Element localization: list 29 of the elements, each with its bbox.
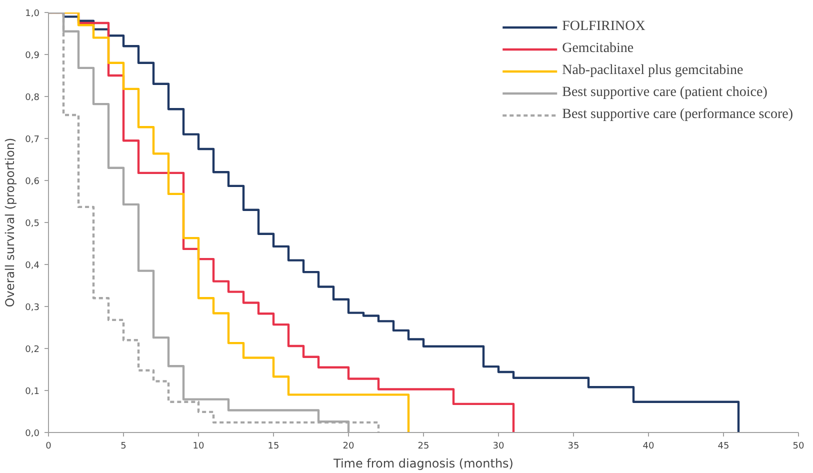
legend-label: FOLFIRINOX	[562, 18, 646, 36]
x-tick-label: 10	[192, 442, 204, 452]
y-tick-label: 0,2	[25, 345, 40, 355]
y-tick-label: 0,9	[25, 51, 40, 61]
x-tick-label: 50	[792, 442, 804, 452]
y-tick-label: 0,3	[25, 303, 40, 313]
legend-label: Best supportive care (performance score)	[562, 106, 793, 124]
legend-label: Nab-paclitaxel plus gemcitabine	[562, 62, 744, 80]
legend-label: Gemcitabine	[562, 40, 634, 58]
x-axis-title: Time from diagnosis (months)	[332, 456, 514, 470]
x-tick-label: 5	[120, 442, 126, 452]
y-tick-label: 0,8	[25, 93, 40, 103]
y-tick-label: 0,6	[25, 177, 40, 187]
x-tick-label: 0	[46, 442, 52, 452]
x-tick-label: 15	[268, 442, 280, 452]
y-tick-label: 1,0	[25, 9, 40, 19]
y-tick-label: 0,1	[25, 387, 40, 397]
x-tick-label: 40	[642, 442, 654, 452]
y-tick-label: 0,5	[25, 219, 40, 229]
legend-label: Best supportive care (patient choice)	[562, 84, 768, 102]
y-tick-label: 0,0	[25, 429, 40, 439]
x-tick-label: 25	[418, 442, 430, 452]
y-axis-title: Overall survival (proportion)	[3, 138, 18, 308]
y-tick-label: 0,4	[25, 261, 40, 271]
x-tick-label: 35	[568, 442, 580, 452]
x-tick-label: 45	[718, 442, 730, 452]
y-tick-label: 0,7	[25, 135, 40, 145]
x-tick-label: 30	[492, 442, 504, 452]
x-tick-label: 20	[342, 442, 354, 452]
